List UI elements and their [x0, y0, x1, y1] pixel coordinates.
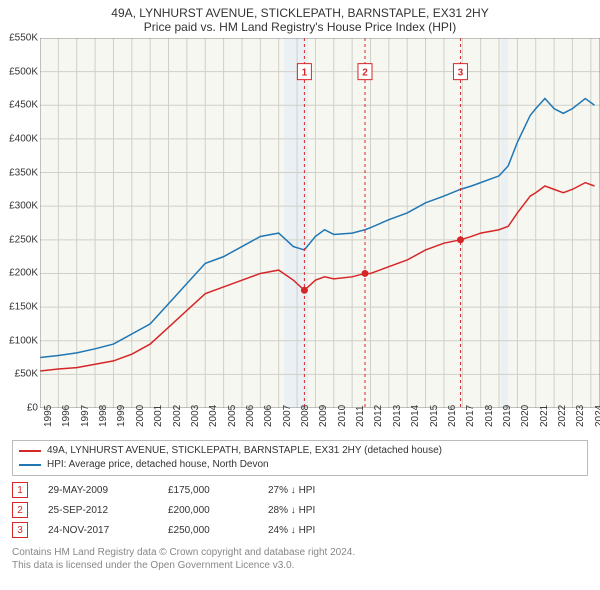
x-axis-label: 2017	[465, 405, 476, 427]
y-axis-label: £200K	[2, 268, 38, 279]
x-axis-label: 2016	[447, 405, 458, 427]
legend-swatch-hpi	[19, 464, 41, 466]
chart-title-line1: 49A, LYNHURST AVENUE, STICKLEPATH, BARNS…	[0, 0, 600, 20]
x-axis-label: 2004	[208, 405, 219, 427]
x-axis-label: 2009	[318, 405, 329, 427]
x-axis-label: 2013	[392, 405, 403, 427]
x-axis-label: 2012	[373, 405, 384, 427]
x-axis-label: 2007	[282, 405, 293, 427]
chart-svg: 1 2 3	[40, 38, 600, 408]
x-axis-label: 2020	[520, 405, 531, 427]
x-axis-label: 2023	[575, 405, 586, 427]
y-axis-label: £400K	[2, 133, 38, 144]
sale-date-1: 29-MAY-2009	[48, 485, 148, 496]
sale-date-2: 25-SEP-2012	[48, 505, 148, 516]
sale-date-3: 24-NOV-2017	[48, 525, 148, 536]
legend: 49A, LYNHURST AVENUE, STICKLEPATH, BARNS…	[12, 440, 588, 476]
legend-swatch-property	[19, 450, 41, 452]
sale-num-3: 3	[12, 522, 28, 538]
y-axis-label: £150K	[2, 302, 38, 313]
y-axis-label: £0	[2, 403, 38, 414]
y-axis-label: £50K	[2, 369, 38, 380]
svg-text:1: 1	[302, 68, 308, 79]
y-axis-label: £450K	[2, 100, 38, 111]
x-axis-label: 2024	[594, 405, 600, 427]
sales-row-3: 3 24-NOV-2017 £250,000 24% ↓ HPI	[12, 520, 588, 540]
x-axis-label: 2014	[410, 405, 421, 427]
footer-line1: Contains HM Land Registry data © Crown c…	[12, 546, 588, 559]
sales-row-1: 1 29-MAY-2009 £175,000 27% ↓ HPI	[12, 480, 588, 500]
svg-text:2: 2	[362, 68, 368, 79]
x-axis-label: 1999	[116, 405, 127, 427]
sale-delta-1: 27% ↓ HPI	[268, 485, 348, 496]
x-axis-label: 2018	[484, 405, 495, 427]
x-axis-label: 2022	[557, 405, 568, 427]
sale-price-1: £175,000	[168, 485, 248, 496]
y-axis-label: £250K	[2, 234, 38, 245]
sales-row-2: 2 25-SEP-2012 £200,000 28% ↓ HPI	[12, 500, 588, 520]
sale-num-1: 1	[12, 482, 28, 498]
sales-table: 1 29-MAY-2009 £175,000 27% ↓ HPI 2 25-SE…	[12, 480, 588, 540]
chart-area: 123 £0£50K£100K£150K£200K£250K£300K£350K…	[40, 38, 600, 408]
sale-price-3: £250,000	[168, 525, 248, 536]
y-axis-label: £500K	[2, 66, 38, 77]
x-axis-label: 2011	[355, 405, 366, 427]
x-axis-label: 1995	[43, 405, 54, 427]
legend-label-property: 49A, LYNHURST AVENUE, STICKLEPATH, BARNS…	[47, 444, 442, 458]
x-axis-label: 2001	[153, 405, 164, 427]
x-axis-label: 2010	[337, 405, 348, 427]
footer: Contains HM Land Registry data © Crown c…	[12, 546, 588, 572]
x-axis-label: 2019	[502, 405, 513, 427]
legend-row-hpi: HPI: Average price, detached house, Nort…	[19, 458, 581, 472]
x-axis-label: 2000	[135, 405, 146, 427]
x-axis-label: 2008	[300, 405, 311, 427]
sale-num-2: 2	[12, 502, 28, 518]
x-axis-label: 1997	[80, 405, 91, 427]
sale-delta-3: 24% ↓ HPI	[268, 525, 348, 536]
x-axis-label: 2005	[227, 405, 238, 427]
x-axis-label: 2021	[539, 405, 550, 427]
sale-delta-2: 28% ↓ HPI	[268, 505, 348, 516]
sale-price-2: £200,000	[168, 505, 248, 516]
x-axis-label: 2006	[263, 405, 274, 427]
y-axis-label: £300K	[2, 201, 38, 212]
footer-line2: This data is licensed under the Open Gov…	[12, 559, 588, 572]
x-axis-label: 2002	[172, 405, 183, 427]
legend-label-hpi: HPI: Average price, detached house, Nort…	[47, 458, 269, 472]
chart-title-line2: Price paid vs. HM Land Registry's House …	[0, 20, 600, 38]
y-axis-label: £350K	[2, 167, 38, 178]
y-axis-label: £550K	[2, 33, 38, 44]
x-axis-label: 1998	[98, 405, 109, 427]
y-axis-label: £100K	[2, 335, 38, 346]
x-axis-label: 1996	[61, 405, 72, 427]
legend-row-property: 49A, LYNHURST AVENUE, STICKLEPATH, BARNS…	[19, 444, 581, 458]
x-axis-label: 2015	[429, 405, 440, 427]
x-axis-label: 2003	[190, 405, 201, 427]
svg-text:3: 3	[458, 68, 464, 79]
x-axis-label: 2006	[245, 405, 256, 427]
